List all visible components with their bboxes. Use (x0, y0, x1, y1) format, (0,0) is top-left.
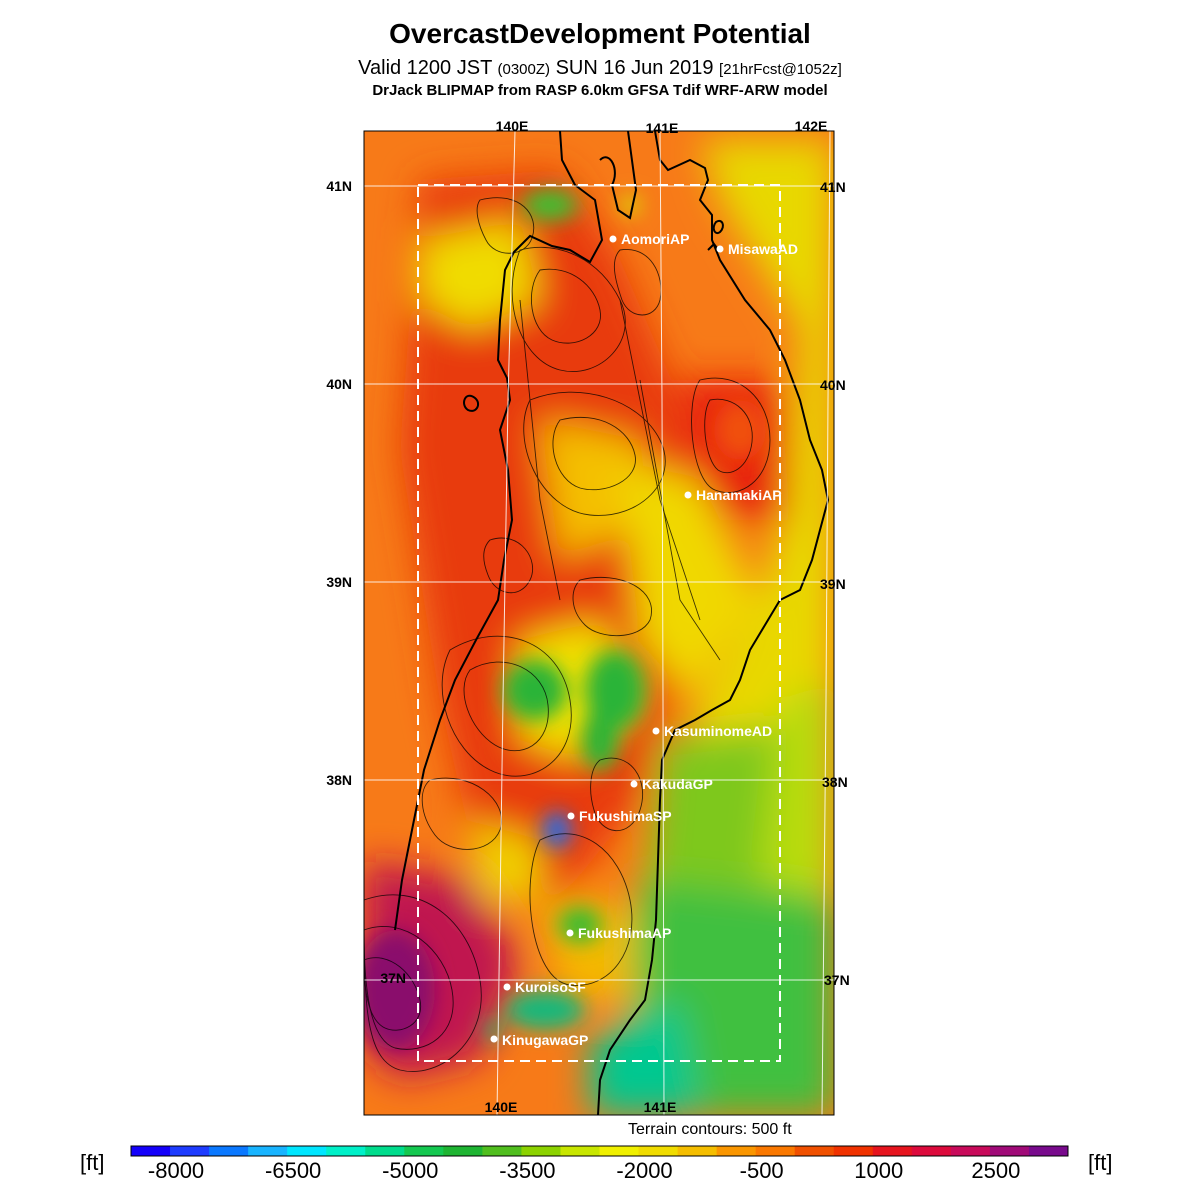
lon-label-top-140: 140E (496, 118, 529, 134)
terrain-contours (364, 197, 771, 1072)
colorbar-swatch (950, 1146, 991, 1156)
colorbar-swatch (131, 1146, 171, 1156)
valid-time: Valid 1200 JST (0300Z) SUN 16 Jun 2019 [… (0, 57, 1200, 80)
station-dot (490, 1035, 498, 1043)
overcast-field (364, 131, 834, 1115)
colorbar-swatch (287, 1146, 327, 1156)
station-label: KakudaGP (642, 776, 713, 792)
colorbar-swatch (677, 1146, 718, 1156)
colorbar-swatch (404, 1146, 444, 1156)
station-misawa[interactable]: MisawaAD (716, 241, 799, 257)
station-label: AomoriAP (621, 231, 689, 247)
colorbar-swatch (482, 1146, 522, 1156)
colorbar-label: -2000 (616, 1158, 673, 1183)
colorbar-swatch (794, 1146, 835, 1156)
lat-label-right-38: 38N (822, 774, 848, 790)
station-label: HanamakiAP (696, 487, 782, 503)
colorbar (130, 1145, 1069, 1157)
lon-label-bottom-141: 141E (644, 1099, 677, 1115)
lat-label-right-37: 37N (824, 972, 850, 988)
stations: AomoriAP MisawaAD HanamakiAP KasuminomeA… (490, 231, 799, 1048)
colorbar-label: -8000 (147, 1158, 205, 1183)
colorbar-swatch (833, 1146, 874, 1156)
colorbar-frame (130, 1145, 1069, 1157)
valid-date: SUN 16 Jun 2019 (555, 57, 714, 79)
coastline (394, 131, 830, 1115)
map-frame (363, 130, 835, 1116)
station-label: KuroisoSF (515, 979, 586, 995)
colorbar-label: -5000 (382, 1158, 439, 1183)
colorbar-swatch (989, 1146, 1030, 1156)
station-label: MisawaAD (728, 241, 798, 257)
valid-forecast: [21hrFcst@1052z] (719, 61, 842, 78)
lat-label-right-39: 39N (820, 576, 846, 592)
station-kinugawa[interactable]: KinugawaGP (490, 1032, 589, 1048)
colorbar-swatch (248, 1146, 288, 1156)
station-label: FukushimaSP (579, 808, 672, 824)
colorbar-unit-left: [ft] (80, 1150, 105, 1175)
graticule (364, 131, 834, 1115)
station-fukushima-sp[interactable]: FukushimaSP (567, 808, 672, 824)
colorbar-swatch (170, 1146, 210, 1156)
colorbar-swatch (560, 1146, 600, 1156)
lat-label-left-37: 37N (380, 970, 406, 986)
lat-label-right-40: 40N (820, 377, 846, 393)
station-kuroiso[interactable]: KuroisoSF (503, 979, 587, 995)
valid-utc: (0300Z) (497, 61, 551, 78)
colorbar-swatch (872, 1146, 913, 1156)
station-dot (566, 929, 574, 937)
station-dot (503, 983, 511, 991)
station-kakuda[interactable]: KakudaGP (630, 776, 713, 792)
colorbar-swatch (521, 1146, 561, 1156)
colorbar-swatch (716, 1146, 757, 1156)
lat-label-left-39: 39N (326, 574, 352, 590)
lat-label-left-41: 41N (326, 178, 352, 194)
colorbar-unit-right: [ft] (1088, 1150, 1113, 1175)
terrain-note: Terrain contours: 500 ft (628, 1121, 792, 1138)
colorbar-label: 2500 (971, 1158, 1021, 1183)
lat-label-right-41: 41N (820, 179, 846, 195)
station-dot (652, 727, 660, 735)
station-label: KinugawaGP (502, 1032, 588, 1048)
colorbar-label: -500 (739, 1158, 784, 1183)
colorbar-swatch (755, 1146, 796, 1156)
lon-label-bottom-140: 140E (485, 1099, 518, 1115)
colorbar-swatch (365, 1146, 405, 1156)
colorbar-swatch (209, 1146, 249, 1156)
valid-main: Valid 1200 JST (358, 57, 492, 79)
station-dot (684, 491, 692, 499)
lat-label-left-38: 38N (326, 772, 352, 788)
colorbar-swatch (911, 1146, 952, 1156)
colorbar-swatch (638, 1146, 679, 1156)
lat-label-left-40: 40N (326, 376, 352, 392)
station-dot (609, 235, 617, 243)
station-label: KasuminomeAD (664, 723, 772, 739)
station-label: FukushimaAP (578, 925, 671, 941)
station-kasuminome[interactable]: KasuminomeAD (652, 723, 773, 739)
colorbar-swatch (1028, 1146, 1069, 1156)
colorbar-label: 1000 (854, 1158, 904, 1183)
station-hanamaki[interactable]: HanamakiAP (684, 487, 782, 503)
colorbar-swatch (599, 1146, 640, 1156)
model-subtitle: DrJack BLIPMAP from RASP 6.0km GFSA Tdif… (372, 82, 828, 99)
station-fukushima-ap[interactable]: FukushimaAP (566, 925, 672, 941)
colorbar-swatch (326, 1146, 366, 1156)
lon-label-top-142: 142E (795, 118, 828, 134)
station-dot (716, 245, 724, 253)
station-aomori[interactable]: AomoriAP (609, 231, 690, 247)
lon-label-top-141: 141E (646, 120, 679, 136)
inner-domain-box (417, 184, 781, 1062)
station-dot (567, 812, 575, 820)
colorbar-swatch (443, 1146, 483, 1156)
station-dot (630, 780, 638, 788)
chart-title: OvercastDevelopment Potential (389, 18, 811, 49)
colorbar-label: -6500 (265, 1158, 322, 1183)
colorbar-label: -3500 (499, 1158, 556, 1183)
